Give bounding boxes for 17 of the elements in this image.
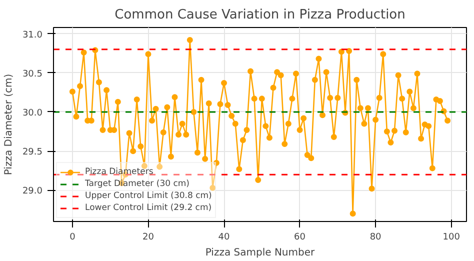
y-tick-label: 29.5 bbox=[22, 148, 43, 158]
legend-label: Lower Control Limit (29.2 cm) bbox=[85, 202, 212, 214]
y-axis-title: Pizza Diameter (cm) bbox=[3, 74, 14, 176]
x-tick-label: 20 bbox=[142, 232, 154, 242]
x-tick-label: 100 bbox=[442, 232, 460, 242]
y-tick-label: 29.0 bbox=[22, 186, 43, 197]
y-tick-label: 31.0 bbox=[22, 30, 43, 40]
x-tick-label: 0 bbox=[70, 232, 76, 242]
x-tick-label: 80 bbox=[370, 232, 382, 242]
x-tick-label: 60 bbox=[294, 232, 306, 242]
y-tick-label: 30.5 bbox=[22, 69, 43, 80]
x-axis-title: Pizza Sample Number bbox=[205, 248, 316, 258]
legend-label: Upper Control Limit (30.8 cm) bbox=[85, 190, 212, 202]
legend-label: Target Diameter (30 cm) bbox=[85, 178, 190, 190]
chart-title: Common Cause Variation in Pizza Production bbox=[114, 8, 406, 22]
x-tick-label: 40 bbox=[218, 232, 230, 242]
y-tick-label: 30.0 bbox=[22, 108, 43, 118]
